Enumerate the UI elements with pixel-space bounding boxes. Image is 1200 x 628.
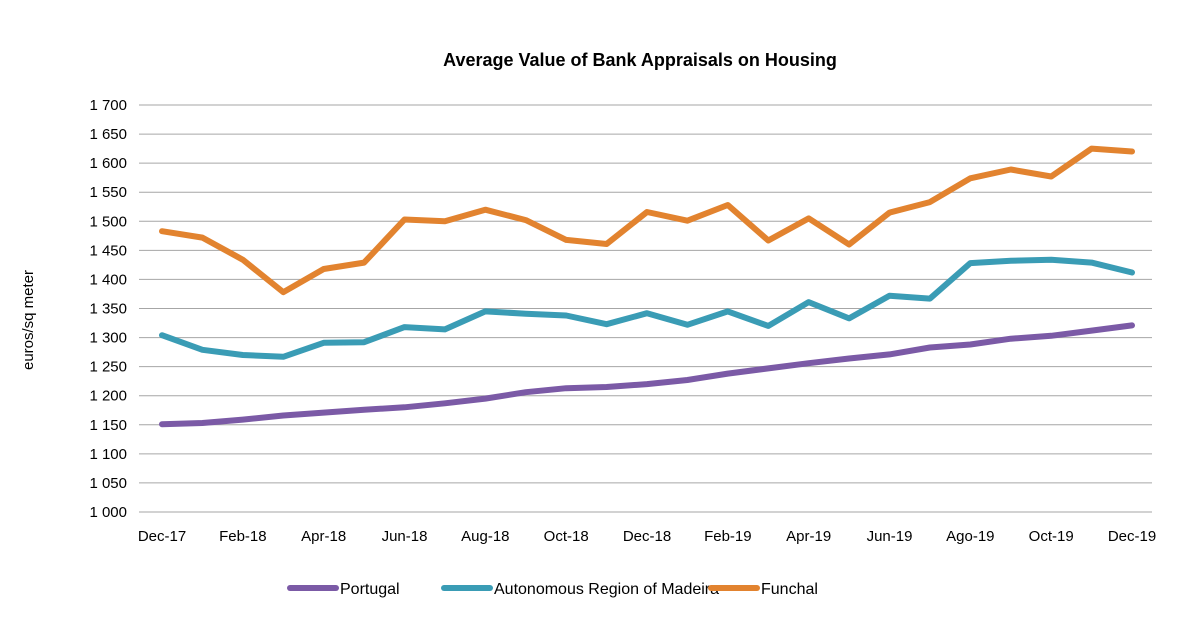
legend: Portugal Autonomous Region of Madeira Func… (287, 581, 818, 598)
y-tick-label: 1 450 (89, 242, 127, 259)
y-tick-label: 1 000 (89, 504, 127, 521)
y-axis-ticks: 1 000 1 050 1 100 1 150 1 200 1 250 1 300 1 350… (89, 97, 127, 521)
y-tick-label: 1 200 (89, 388, 127, 405)
series-line-autonomous-region-of-madeira (159, 256, 1135, 360)
x-tick-label: Apr-19 (786, 528, 831, 545)
x-tick-label: Dec-17 (138, 528, 186, 545)
legend-label-funchal: Funchal (761, 581, 818, 598)
y-tick-label: 1 250 (89, 359, 127, 376)
legend-label-portugal: Portugal (340, 581, 400, 598)
x-tick-label: Jun-18 (382, 528, 428, 545)
chart-title: Average Value of Bank Appraisals on Hous… (443, 50, 837, 70)
series-line-portugal (159, 322, 1135, 428)
x-tick-label: Feb-18 (219, 528, 267, 545)
y-tick-label: 1 550 (89, 184, 127, 201)
x-axis-ticks: Dec-17 Feb-18 Apr-18 Jun-18 Aug-18 Oct-18 Dec-… (138, 528, 1156, 545)
x-tick-label: Aug-18 (461, 528, 509, 545)
y-tick-label: 1 400 (89, 271, 127, 288)
x-tick-label: Oct-18 (544, 528, 589, 545)
y-tick-label: 1 150 (89, 417, 127, 434)
y-tick-label: 1 050 (89, 475, 127, 492)
y-tick-label: 1 650 (89, 126, 127, 143)
y-tick-label: 1 500 (89, 213, 127, 230)
x-tick-label: Apr-18 (301, 528, 346, 545)
y-tick-label: 1 100 (89, 446, 127, 463)
gridlines (139, 104, 1152, 513)
x-tick-label: Feb-19 (704, 528, 752, 545)
y-tick-label: 1 700 (89, 97, 127, 114)
y-tick-label: 1 600 (89, 155, 127, 172)
x-tick-label: Ago-19 (946, 528, 994, 545)
x-tick-label: Jun-19 (867, 528, 913, 545)
y-axis-label: euros/sq meter (20, 270, 37, 370)
y-tick-label: 1 300 (89, 330, 127, 347)
series-lines (159, 145, 1135, 428)
legend-label-autonomous-region-of-madeira: Autonomous Region of Madeira (494, 581, 719, 598)
series-line-funchal (159, 145, 1135, 296)
x-tick-label: Dec-19 (1108, 528, 1156, 545)
y-tick-label: 1 350 (89, 301, 127, 318)
x-tick-label: Oct-19 (1029, 528, 1074, 545)
x-tick-label: Dec-18 (623, 528, 671, 545)
